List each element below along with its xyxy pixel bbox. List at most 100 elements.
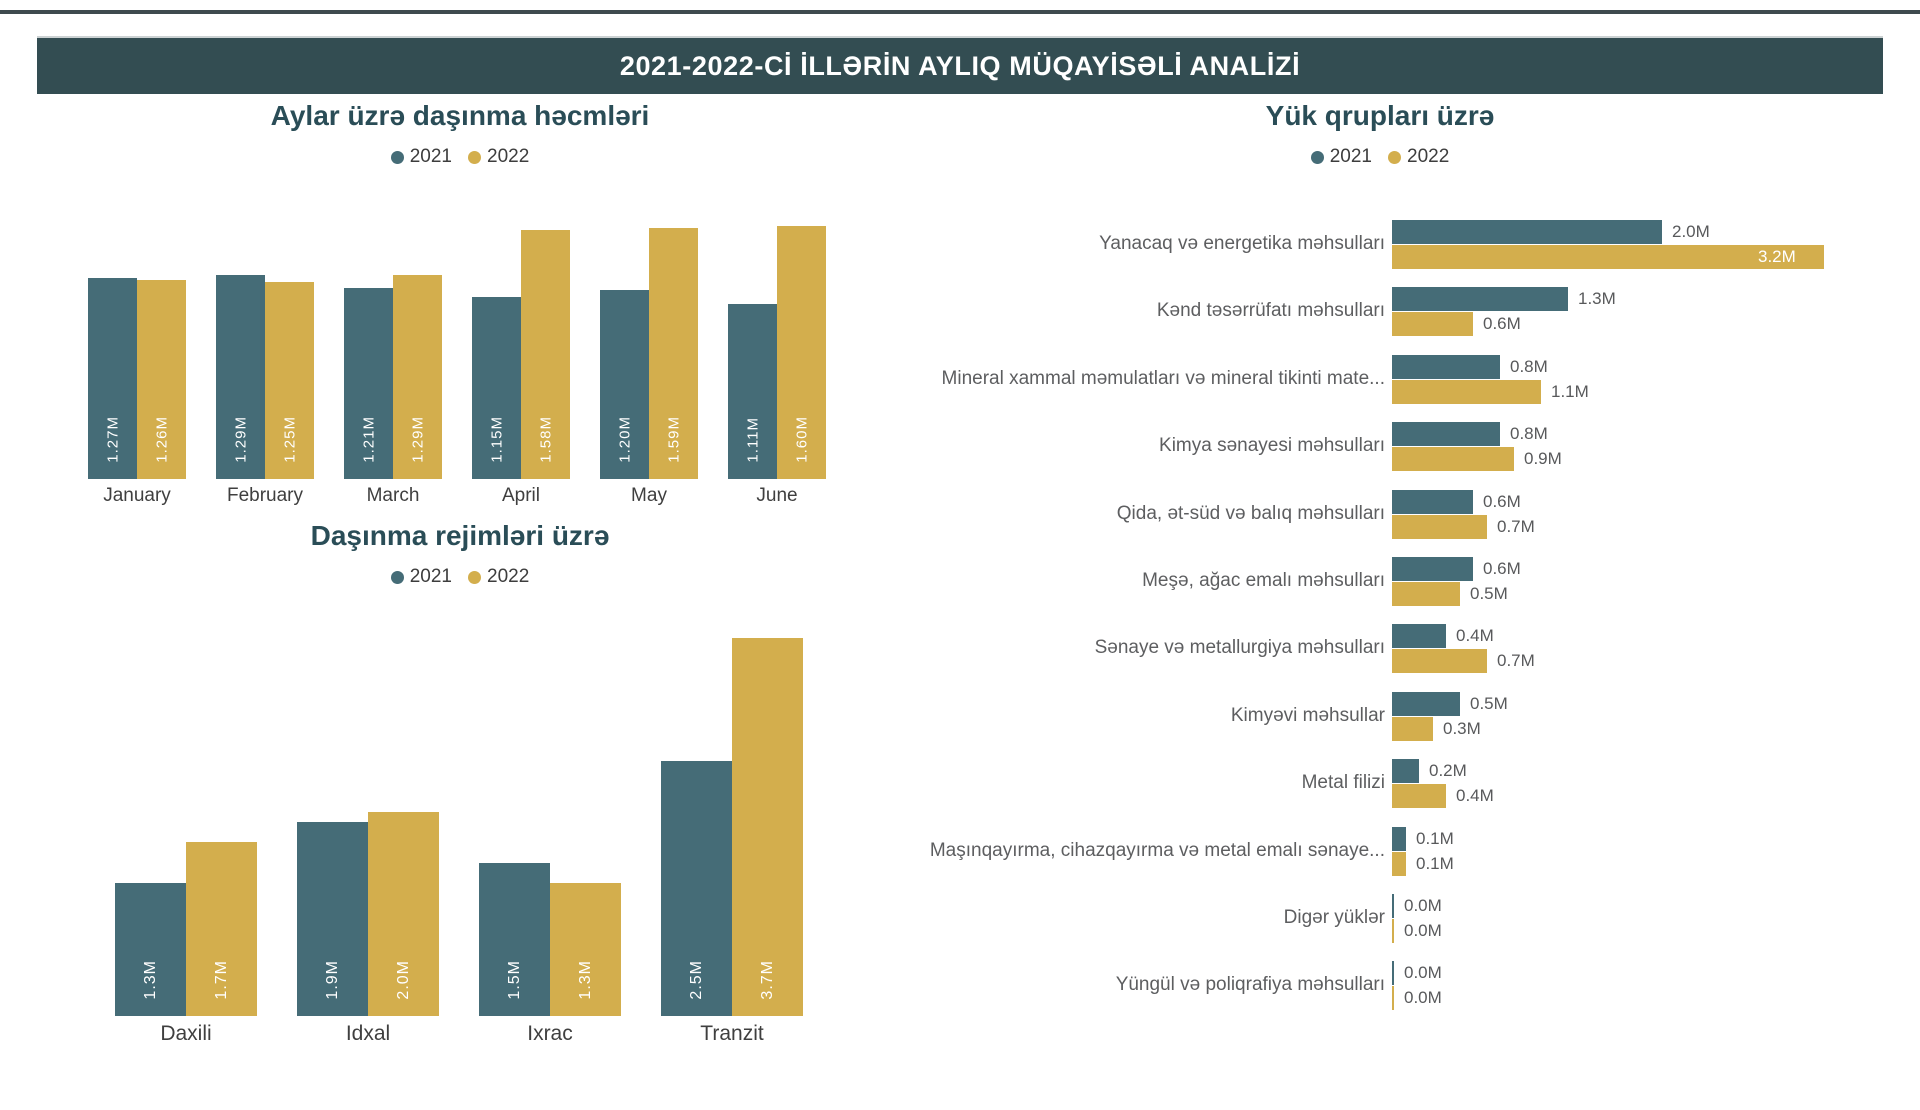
- bar-2021-row3: [1392, 355, 1500, 379]
- cargo-category-label: Mineral xammal məmulatları və mineral ti…: [941, 368, 1385, 390]
- cargo-category-label: Yanacaq və energetika məhsulları: [1099, 233, 1385, 255]
- cargo-row-3: Mineral xammal məmulatları və mineral ti…: [850, 355, 1910, 405]
- bar-2021-row1: [1392, 220, 1662, 244]
- bar-2022-January: 1.26M: [137, 280, 186, 479]
- bar-value-label: 1.11M: [744, 417, 761, 463]
- bar-value-label: 1.29M: [409, 416, 426, 463]
- bar-value-label: 0.4M: [1456, 786, 1494, 805]
- chart-monthly-volumes: Aylar üzrə daşınma həcmləri 2021 2022 1.…: [60, 100, 860, 520]
- bar-value-label: 0.5M: [1470, 584, 1508, 603]
- bar-value-label: 0.8M: [1510, 357, 1548, 376]
- cargo-row-2: Kənd təsərrüfatı məhsulları 1.3M 0.6M: [850, 287, 1910, 337]
- bar-2021-row5: [1392, 490, 1473, 514]
- bar-value-label: 0.4M: [1456, 626, 1494, 645]
- chart-monthly-x-axis: January February March April May June: [60, 485, 860, 511]
- legend-item-2022[interactable]: 2022: [468, 566, 529, 588]
- cargo-row-12: Yüngül və poliqrafiya məhsulları 0.0M 0.0M: [850, 961, 1910, 1011]
- bar-2022-row1: [1392, 245, 1824, 269]
- cargo-row-7: Sənaye və metallurgiya məhsulları 0.4M 0.7…: [850, 624, 1910, 674]
- bar-2021-row6: [1392, 557, 1473, 581]
- bar-value-label: 0.1M: [1416, 854, 1454, 873]
- bar-value-label: 1.15M: [488, 416, 505, 463]
- bar-value-label: 1.59M: [665, 416, 682, 463]
- cargo-category-label: Yüngül və poliqrafiya məhsulları: [1115, 974, 1385, 996]
- axis-label-March: March: [366, 485, 420, 506]
- legend-item-2022[interactable]: 2022: [468, 146, 529, 168]
- cargo-category-label: Maşınqayırma, cihazqayırma və metal emal…: [929, 840, 1385, 862]
- bar-value-label: 1.60M: [793, 416, 810, 463]
- legend-label-2021: 2021: [1329, 146, 1372, 167]
- bar-value-label: 1.21M: [360, 416, 377, 463]
- bar-2021-row4: [1392, 422, 1500, 446]
- bar-2021-May: 1.20M: [600, 290, 649, 479]
- bar-value-label: 1.3M: [1578, 289, 1616, 308]
- legend-item-2022[interactable]: 2022: [1388, 146, 1449, 168]
- bar-2022-row10: [1392, 852, 1406, 876]
- legend-dot-2022-icon: [468, 570, 481, 584]
- bar-value-label: 1.29M: [232, 416, 249, 463]
- cargo-category-label: Kimya sənayesi məhsulları: [1159, 435, 1385, 457]
- legend-dot-2021-icon: [390, 570, 404, 584]
- bar-value-label: 1.1M: [1551, 382, 1589, 401]
- bar-2022-March: 1.29M: [393, 275, 442, 479]
- bar-value-label: 0.0M: [1404, 896, 1442, 915]
- bar-2022-row5: [1392, 515, 1487, 539]
- bar-value-label: 3.2M: [1758, 247, 1796, 266]
- page-title: 2021-2022-Cİ İLLƏRİN AYLIQ MÜQAYİSƏLİ AN…: [619, 50, 1301, 81]
- chart-modes-plot: 1.3M 1.7M 1.9M 2.0M 1.5M 1.3M 2.5M 3.7M: [60, 628, 860, 1016]
- bar-2021-row11: [1392, 894, 1394, 918]
- bar-2022-April: 1.58M: [521, 230, 570, 479]
- bar-2022-May: 1.59M: [649, 228, 698, 479]
- bar-value-label: 3.7M: [758, 960, 776, 1000]
- legend-item-2021[interactable]: 2021: [1310, 146, 1372, 168]
- axis-label-April: April: [501, 485, 540, 506]
- bar-2022-row7: [1392, 649, 1487, 673]
- cargo-row-9: Metal filizi 0.2M 0.4M: [850, 759, 1910, 809]
- bar-2021-row9: [1392, 759, 1419, 783]
- chart-modes-legend: 2021 2022: [60, 566, 860, 588]
- bar-value-label: 1.26M: [153, 416, 170, 463]
- bar-2021-row12: [1392, 961, 1394, 985]
- bar-value-label: 2.5M: [687, 960, 705, 1000]
- bar-2022-row6: [1392, 582, 1460, 606]
- axis-label-Tranzit: Tranzit: [700, 1022, 764, 1045]
- chart-cargo-rows: Yanacaq və energetika məhsulları 2.0M 3.2M…: [850, 220, 1910, 1080]
- cargo-row-8: Kimyəvi məhsullar 0.5M 0.3M: [850, 692, 1910, 742]
- bar-2021-Ixrac: 1.5M: [479, 863, 550, 1016]
- legend-item-2021[interactable]: 2021: [390, 146, 452, 168]
- bar-2022-June: 1.60M: [777, 226, 826, 479]
- bar-value-label: 1.5M: [505, 960, 523, 1000]
- bar-value-label: 1.58M: [537, 416, 554, 463]
- bar-2021-April: 1.15M: [472, 297, 521, 479]
- chart-cargo-groups: Yük qrupları üzrə 2021 2022 Yanacaq və e…: [850, 100, 1910, 1090]
- cargo-row-10: Maşınqayırma, cihazqayırma və metal emal…: [850, 827, 1910, 877]
- bar-value-label: 1.27M: [104, 416, 121, 463]
- cargo-row-4: Kimya sənayesi məhsulları 0.8M 0.9M: [850, 422, 1910, 472]
- bar-value-label: 0.0M: [1404, 988, 1442, 1007]
- bar-2022-Daxili: 1.7M: [186, 842, 257, 1016]
- chart-cargo-title: Yük qrupları üzrə: [1265, 100, 1495, 131]
- bar-2021-February: 1.29M: [216, 275, 265, 479]
- bar-2022-Ixrac: 1.3M: [550, 883, 621, 1016]
- chart-transport-modes: Daşınma rejimləri üzrə 2021 2022 1.3M 1.7…: [60, 520, 860, 1080]
- legend-dot-2022-icon: [468, 150, 481, 164]
- bar-value-label: 0.6M: [1483, 492, 1521, 511]
- cargo-row-1: Yanacaq və energetika məhsulları 2.0M 3.2M: [850, 220, 1910, 270]
- bar-2022-row2: [1392, 312, 1473, 336]
- legend-label-2021: 2021: [409, 566, 452, 587]
- bar-2022-row11: [1392, 919, 1394, 943]
- chart-monthly-plot: 1.27M 1.26M 1.29M 1.25M 1.21M 1.29M 1.15M 1.58M…: [60, 179, 860, 479]
- cargo-row-6: Meşə, ağac emalı məhsulları 0.6M 0.5M: [850, 557, 1910, 607]
- bar-value-label: 0.7M: [1497, 651, 1535, 670]
- bar-2021-row7: [1392, 624, 1446, 648]
- cargo-category-label: Metal filizi: [1301, 772, 1385, 794]
- chart-monthly-title: Aylar üzrə daşınma həcmləri: [270, 100, 650, 131]
- bar-2022-Tranzit: 3.7M: [732, 638, 803, 1016]
- cargo-category-label: Kənd təsərrüfatı məhsulları: [1156, 300, 1385, 322]
- legend-item-2021[interactable]: 2021: [390, 566, 452, 588]
- bar-2021-row2: [1392, 287, 1568, 311]
- bar-2021-January: 1.27M: [88, 278, 137, 479]
- bar-value-label: 0.6M: [1483, 314, 1521, 333]
- axis-label-Idxal: Idxal: [345, 1022, 391, 1045]
- banner: 2021-2022-Cİ İLLƏRİN AYLIQ MÜQAYİSƏLİ AN…: [37, 36, 1883, 94]
